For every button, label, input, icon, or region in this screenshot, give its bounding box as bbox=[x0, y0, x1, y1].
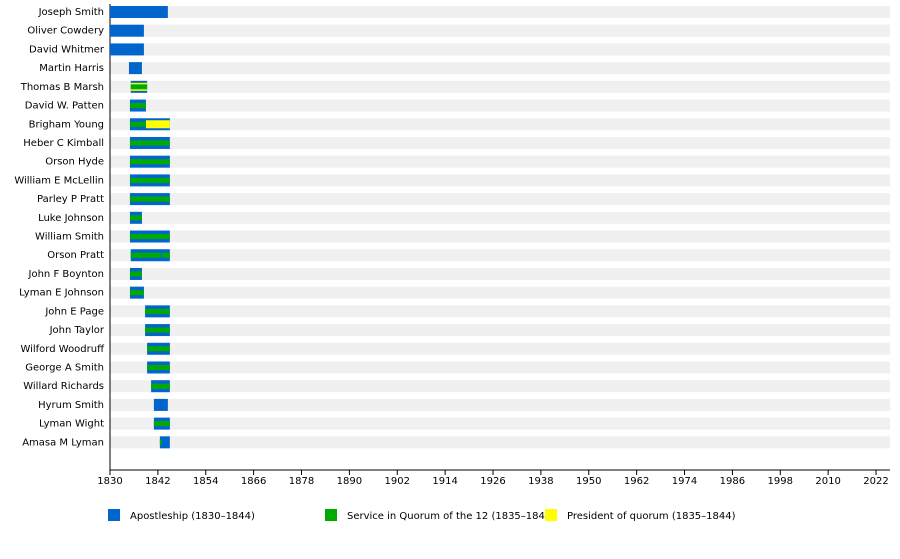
bar-1 bbox=[129, 159, 170, 165]
bar-1 bbox=[147, 346, 170, 352]
bar-1 bbox=[129, 271, 142, 277]
bar-0 bbox=[110, 43, 144, 56]
bar-1 bbox=[130, 252, 161, 258]
row-label: Wilford Woodruff bbox=[20, 344, 105, 355]
row-band bbox=[110, 305, 890, 318]
row-label: John E Page bbox=[44, 306, 104, 317]
row-label: Orson Pratt bbox=[47, 250, 104, 261]
bar-0 bbox=[159, 436, 170, 449]
row-band bbox=[110, 230, 890, 243]
x-tick-label: 1914 bbox=[432, 476, 457, 487]
bar-1 bbox=[129, 234, 170, 240]
row-band bbox=[110, 342, 890, 355]
bar-1 bbox=[129, 215, 142, 221]
x-tick-label: 1830 bbox=[97, 476, 122, 487]
bar-1 bbox=[161, 252, 170, 258]
row-band bbox=[110, 211, 890, 224]
row-label: Brigham Young bbox=[29, 119, 104, 130]
row-label: David Whitmer bbox=[29, 44, 105, 55]
row-label: Martin Harris bbox=[39, 63, 104, 74]
x-tick-label: 1926 bbox=[480, 476, 505, 487]
row-label: William Smith bbox=[35, 232, 104, 243]
bar-0 bbox=[110, 6, 168, 18]
bar-1 bbox=[153, 421, 170, 427]
x-tick-label: 1854 bbox=[193, 476, 218, 487]
row-band bbox=[110, 436, 890, 449]
x-tick-label: 1890 bbox=[337, 476, 362, 487]
legend-swatch bbox=[325, 509, 337, 521]
x-tick-label: 1878 bbox=[289, 476, 314, 487]
row-band bbox=[110, 80, 890, 93]
row-label: Luke Johnson bbox=[38, 213, 104, 224]
row-band bbox=[110, 380, 890, 393]
x-tick-label: 1950 bbox=[576, 476, 601, 487]
legend-label: President of quorum (1835–1844) bbox=[567, 511, 736, 522]
row-band bbox=[110, 174, 890, 187]
legend-swatch bbox=[545, 509, 557, 521]
row-band bbox=[110, 398, 890, 411]
row-label: Parley P Pratt bbox=[37, 194, 104, 205]
x-tick-label: 1842 bbox=[145, 476, 170, 487]
x-tick-label: 1866 bbox=[241, 476, 266, 487]
bar-2 bbox=[145, 120, 170, 129]
row-label: John Taylor bbox=[49, 325, 105, 336]
row-label: Amasa M Lyman bbox=[22, 437, 104, 448]
row-band bbox=[110, 286, 890, 299]
row-band bbox=[110, 155, 890, 168]
row-band bbox=[110, 43, 890, 56]
row-label: Lyman E Johnson bbox=[19, 288, 104, 299]
row-band bbox=[110, 62, 890, 75]
bar-1 bbox=[130, 84, 148, 90]
bar-1 bbox=[129, 121, 146, 127]
bar-1 bbox=[145, 308, 170, 314]
bar-1 bbox=[129, 103, 146, 109]
x-tick-label: 1986 bbox=[720, 476, 745, 487]
row-band bbox=[110, 118, 890, 131]
bar-1 bbox=[145, 327, 170, 333]
row-band bbox=[110, 267, 890, 280]
bar-0 bbox=[153, 398, 168, 411]
legend-swatch bbox=[108, 509, 120, 521]
bar-1 bbox=[129, 196, 170, 202]
bar-0 bbox=[110, 24, 144, 37]
row-band bbox=[110, 24, 890, 37]
row-label: John F Boynton bbox=[28, 269, 104, 280]
row-label: Oliver Cowdery bbox=[27, 26, 104, 37]
x-tick-label: 2010 bbox=[815, 476, 840, 487]
row-label: Heber C Kimball bbox=[23, 138, 104, 149]
row-band bbox=[110, 193, 890, 206]
bar-0 bbox=[128, 62, 142, 75]
row-band bbox=[110, 249, 890, 262]
x-tick-label: 1902 bbox=[385, 476, 410, 487]
x-tick-label: 1974 bbox=[672, 476, 697, 487]
x-tick-label: 1998 bbox=[768, 476, 793, 487]
row-label: Joseph Smith bbox=[38, 7, 104, 18]
row-band bbox=[110, 361, 890, 374]
row-label: Orson Hyde bbox=[45, 157, 104, 168]
row-label: Hyrum Smith bbox=[38, 400, 104, 411]
bar-1 bbox=[151, 383, 170, 389]
x-tick-label: 2022 bbox=[863, 476, 888, 487]
bar-1 bbox=[129, 140, 170, 146]
row-label: George A Smith bbox=[25, 362, 104, 373]
bar-1 bbox=[129, 290, 144, 296]
row-label: David W. Patten bbox=[25, 101, 104, 112]
row-band bbox=[110, 417, 890, 430]
bar-1 bbox=[159, 439, 162, 445]
row-label: Willard Richards bbox=[23, 381, 104, 392]
bar-1 bbox=[129, 177, 170, 183]
x-tick-label: 1962 bbox=[624, 476, 649, 487]
legend-label: Service in Quorum of the 12 (1835–1844) bbox=[347, 511, 555, 522]
row-band bbox=[110, 99, 890, 112]
row-label: William E McLellin bbox=[14, 175, 104, 186]
legend-label: Apostleship (1830–1844) bbox=[130, 511, 255, 522]
row-band bbox=[110, 324, 890, 337]
row-label: Lyman Wight bbox=[39, 419, 104, 430]
row-label: Thomas B Marsh bbox=[20, 82, 104, 93]
row-band bbox=[110, 6, 890, 18]
bar-1 bbox=[147, 364, 170, 370]
row-band bbox=[110, 136, 890, 149]
x-tick-label: 1938 bbox=[528, 476, 553, 487]
